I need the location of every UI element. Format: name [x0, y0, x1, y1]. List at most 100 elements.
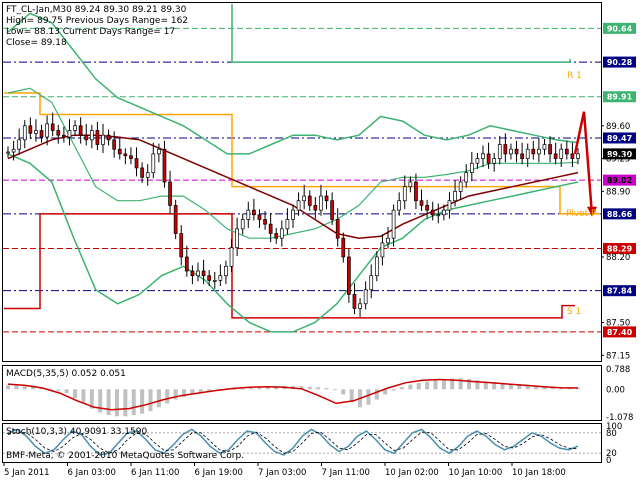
macd-panel-frame [2, 365, 602, 421]
candle [408, 176, 413, 193]
candle-body [50, 123, 55, 131]
candle-body [117, 148, 122, 155]
candle [380, 234, 385, 266]
candle [190, 265, 195, 285]
candle [363, 281, 368, 310]
macd-bar [408, 384, 413, 390]
candle-body [520, 153, 524, 159]
macd-tick-0.00: 0.00 [606, 385, 625, 395]
candle-body [257, 214, 262, 220]
macd-bar [165, 389, 170, 404]
macd-bar [332, 389, 337, 391]
candle [358, 298, 362, 317]
candle-body [514, 148, 519, 155]
candle-body [408, 181, 413, 188]
price-tag-90.28: 90.28 [607, 58, 633, 67]
candle [89, 124, 94, 149]
candle [520, 142, 524, 165]
candle-body [576, 153, 580, 159]
candle [436, 203, 441, 224]
macd-indicator: 0.788 0.00 -1.078 [6, 365, 633, 423]
candle-body [123, 153, 128, 157]
candle-body [374, 256, 379, 277]
candle [95, 122, 100, 151]
candle-body [481, 153, 485, 159]
time-tick-4: 7 Jan 03:00 [258, 468, 306, 478]
candles [6, 112, 580, 317]
candle-body [335, 219, 340, 239]
candle-body [112, 139, 117, 150]
price-tag-bg-88.29 [603, 243, 636, 255]
candle-body [145, 172, 150, 178]
candle-body [168, 181, 172, 206]
forecast-arrow [573, 111, 597, 217]
candle [274, 227, 279, 244]
price-tag-bg-89.91 [603, 91, 636, 103]
macd-bar [475, 380, 480, 390]
s1-label: S 1 [567, 307, 581, 317]
candle [201, 259, 206, 285]
price-tag-89.91: 89.91 [607, 93, 633, 102]
forecast-arrow-head [587, 206, 597, 217]
candle-body [11, 148, 16, 153]
candle [279, 220, 284, 247]
candle [492, 152, 497, 172]
macd-bar [525, 384, 530, 390]
candle-body [391, 209, 396, 239]
candle-body [464, 172, 469, 183]
candle [514, 140, 519, 163]
candle [442, 204, 446, 221]
candle [11, 140, 16, 161]
candle [218, 264, 223, 286]
candle-body [402, 186, 407, 202]
time-tick-3: 6 Jan 19:00 [195, 468, 243, 478]
candle [447, 192, 452, 219]
macd-bar [324, 387, 329, 390]
macd-bar [274, 386, 279, 390]
candle-body [531, 148, 536, 155]
macd-signal-line [7, 378, 579, 411]
candle-body [246, 209, 251, 220]
price-tick-89.25: 89.25 [606, 155, 630, 165]
price-tick-88.20: 88.20 [606, 253, 630, 263]
candle-body [458, 181, 463, 192]
candle [469, 152, 474, 182]
candle [207, 270, 212, 286]
main-panel-frame [2, 2, 602, 362]
candle [229, 239, 234, 272]
macd-bar [467, 378, 472, 390]
macd-bar [47, 388, 52, 390]
macd-bar [81, 389, 86, 404]
macd-bar [425, 381, 430, 390]
stoch-title: Stoch(10,3,3) 40.9091 33.1590 [6, 427, 147, 437]
candle-body [330, 200, 334, 220]
macd-bar [399, 387, 404, 390]
macd-bar [140, 389, 145, 414]
macd-bar [441, 378, 446, 390]
price-tick-88.90: 88.90 [606, 187, 630, 197]
stoch-tick-20: 20 [606, 449, 617, 459]
macd-bar [349, 389, 354, 403]
candle-body [570, 153, 575, 159]
candle-body [447, 200, 452, 211]
candle [268, 212, 273, 242]
candle-body [313, 205, 318, 211]
price-tag-bg-89.02 [603, 174, 636, 186]
price-tag-87.40: 87.40 [607, 328, 633, 337]
price-tag-bg-89.30 [603, 148, 636, 160]
candle [425, 199, 429, 219]
macd-bar [500, 382, 505, 390]
macd-bar [416, 382, 421, 390]
macd-bar [483, 381, 488, 390]
candle [302, 184, 307, 210]
price-tag-90.64: 90.64 [607, 24, 633, 33]
candle-body [285, 219, 290, 230]
candle [56, 124, 61, 144]
candle [73, 120, 77, 137]
time-tick-1: 6 Jan 03:00 [68, 468, 116, 478]
pivot-line [4, 92, 600, 215]
macd-bar [542, 386, 547, 390]
header-line-close: Close= 89.18 [6, 38, 67, 48]
time-tick-5: 7 Jan 11:00 [322, 468, 370, 478]
